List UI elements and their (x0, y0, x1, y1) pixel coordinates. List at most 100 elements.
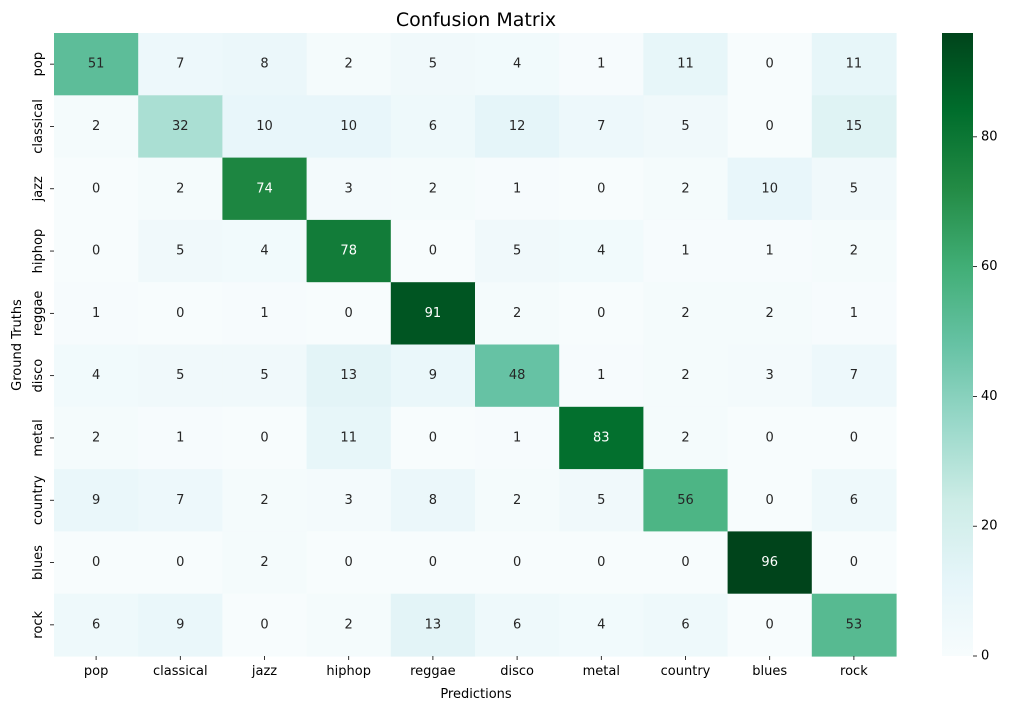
cell-value-label: 0 (345, 306, 353, 321)
heatmap-cell (138, 593, 223, 657)
heatmap-cell (390, 282, 476, 346)
cell-value-label: 2 (260, 493, 268, 508)
cell-value-label: 1 (597, 57, 605, 72)
cell-value-label: 83 (593, 430, 610, 445)
cell-value-label: 5 (429, 57, 437, 72)
y-tick-label: pop (31, 52, 46, 76)
heatmap-cell (559, 282, 644, 346)
x-tick-label: jazz (251, 664, 277, 679)
heatmap-cell (643, 219, 729, 283)
cell-value-label: 5 (597, 493, 605, 508)
cell-value-label: 5 (260, 368, 268, 383)
cell-value-label: 7 (850, 368, 858, 383)
heatmap-cell (222, 531, 308, 595)
cell-value-label: 5 (176, 244, 184, 259)
cell-value-label: 53 (846, 617, 863, 632)
cell-value-label: 13 (425, 617, 442, 632)
heatmap-cell (811, 344, 897, 408)
cell-value-label: 0 (766, 617, 774, 632)
heatmap-cell (727, 282, 813, 346)
heatmap-cell (727, 406, 813, 470)
cell-value-label: 6 (513, 617, 521, 632)
cell-value-label: 9 (429, 368, 437, 383)
cell-value-label: 13 (340, 368, 357, 383)
heatmap-cell (643, 33, 729, 96)
heatmap-cell (475, 219, 560, 283)
cell-value-label: 2 (681, 181, 689, 196)
heatmap-cell (390, 33, 476, 96)
x-tick-label: rock (840, 664, 868, 679)
cell-value-label: 2 (429, 181, 437, 196)
heatmap-cell (643, 593, 729, 657)
heatmap-cell (306, 531, 392, 595)
cell-value-label: 2 (513, 493, 521, 508)
heatmap-cell (138, 406, 223, 470)
heatmap-cell (559, 33, 644, 96)
heatmap-cell (727, 344, 813, 408)
cell-value-label: 10 (256, 119, 273, 134)
cell-value-label: 0 (176, 555, 184, 570)
heatmap-cell (811, 531, 897, 595)
cell-value-label: 0 (766, 57, 774, 72)
heatmap-cell (390, 593, 476, 657)
cell-value-label: 91 (425, 306, 442, 321)
cell-value-label: 0 (513, 555, 521, 570)
cell-value-label: 9 (176, 617, 184, 632)
cell-value-label: 0 (429, 555, 437, 570)
colorbar-tick-label: 20 (981, 519, 998, 534)
cell-value-label: 5 (681, 119, 689, 134)
x-tick-label: classical (153, 664, 208, 679)
x-axis: pop classical jazz hiphop reggae disco metal co… (84, 656, 868, 679)
heatmap-cell (306, 219, 392, 283)
heatmap-cell (222, 157, 308, 221)
heatmap-cell (390, 95, 476, 159)
colorbar-tick-label: 60 (981, 259, 998, 274)
heatmap-cell (390, 531, 476, 595)
colorbar-gradient (942, 33, 973, 656)
heatmap-cell (54, 469, 139, 532)
cell-value-label: 48 (509, 368, 526, 383)
cell-value-label: 0 (92, 244, 100, 259)
cell-value-label: 6 (681, 617, 689, 632)
cell-value-label: 2 (681, 430, 689, 445)
heatmap-cell (727, 95, 813, 159)
cell-value-label: 4 (513, 57, 521, 72)
heatmap-cell (222, 33, 308, 96)
cell-value-label: 2 (681, 368, 689, 383)
heatmap-cell (138, 95, 223, 159)
cell-value-label: 5 (850, 181, 858, 196)
x-tick-label: blues (752, 664, 787, 679)
heatmap-cell (390, 157, 476, 221)
heatmap-cell (306, 282, 392, 346)
cell-value-label: 2 (513, 306, 521, 321)
heatmap-cell (643, 531, 729, 595)
cell-value-label: 8 (429, 493, 437, 508)
heatmap-cell (306, 593, 392, 657)
cell-value-label: 4 (597, 244, 605, 259)
heatmap-cell (222, 469, 308, 532)
cell-value-label: 1 (92, 306, 100, 321)
cell-value-label: 12 (509, 119, 526, 134)
heatmap-cell (138, 157, 223, 221)
heatmap-cell (306, 406, 392, 470)
heatmap-cell (54, 282, 139, 346)
heatmap-cell (811, 469, 897, 532)
heatmap-cell (475, 531, 560, 595)
cell-value-label: 1 (597, 368, 605, 383)
colorbar: 0 20 40 60 80 (942, 33, 998, 664)
cell-value-label: 3 (766, 368, 774, 383)
heatmap-cell (811, 219, 897, 283)
heatmap-cell (643, 157, 729, 221)
x-tick-label: metal (583, 664, 620, 679)
cell-value-label: 4 (260, 244, 268, 259)
heatmap-cell (222, 95, 308, 159)
y-tick-label: classical (31, 99, 46, 154)
heatmap-cell (475, 33, 560, 96)
cell-value-label: 2 (345, 617, 353, 632)
cell-value-label: 1 (850, 306, 858, 321)
chart-title: Confusion Matrix (396, 9, 556, 31)
cell-value-label: 2 (681, 306, 689, 321)
cell-value-label: 0 (681, 555, 689, 570)
cell-value-label: 0 (597, 306, 605, 321)
